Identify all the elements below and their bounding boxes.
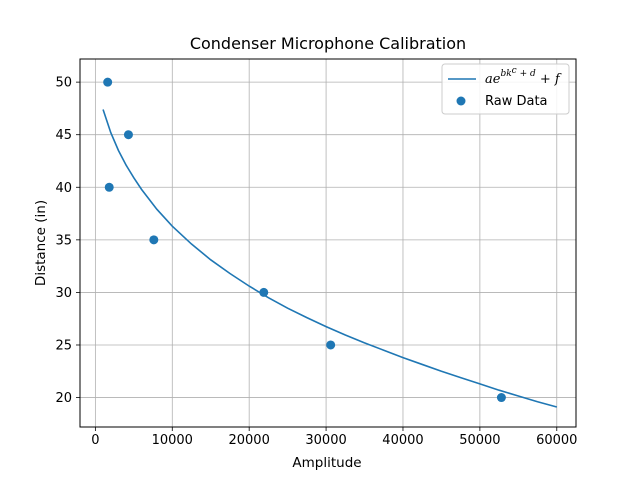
plot-frame (79, 58, 577, 428)
data-point (103, 77, 113, 87)
x-tick-label: 60000 (536, 433, 577, 448)
x-tick-label: 30000 (305, 433, 346, 448)
data-point (259, 287, 269, 297)
legend-scatter-label: Raw Data (485, 94, 548, 109)
y-tick-label: 45 (55, 128, 72, 143)
x-tick-label: 0 (91, 433, 99, 448)
x-tick-label: 40000 (382, 433, 423, 448)
x-tick-label: 50000 (459, 433, 500, 448)
x-tick-label: 10000 (152, 433, 193, 448)
fit-curve (102, 109, 557, 408)
legend-scatter-swatch (456, 96, 466, 106)
y-tick-label: 20 (55, 391, 72, 406)
y-tick-label: 40 (55, 181, 72, 196)
legend: aebkc + d + f Raw Data (441, 63, 570, 115)
x-tick-label: 20000 (228, 433, 269, 448)
y-tick-label: 35 (55, 233, 72, 248)
chart-title: Condenser Microphone Calibration (190, 34, 466, 53)
data-point (149, 235, 159, 245)
y-tick-label: 25 (55, 338, 72, 353)
data-point (123, 130, 133, 140)
legend-box (441, 63, 570, 115)
legend-line-label: aebkc + d + f (485, 66, 562, 87)
y-axis-label: Distance (in) (33, 200, 49, 286)
y-tick-label: 50 (55, 76, 72, 91)
fit-curve-layer (102, 109, 557, 408)
data-point (104, 182, 114, 192)
y-tick-label: 30 (55, 286, 72, 301)
data-point (496, 393, 506, 403)
x-axis-label: Amplitude (292, 455, 361, 471)
data-point (326, 340, 336, 350)
scatter-points-layer (103, 77, 506, 403)
axis-ticks: 0 10000 20000 30000 40000 50000 60000 20 25 30 35 4… (55, 76, 577, 448)
